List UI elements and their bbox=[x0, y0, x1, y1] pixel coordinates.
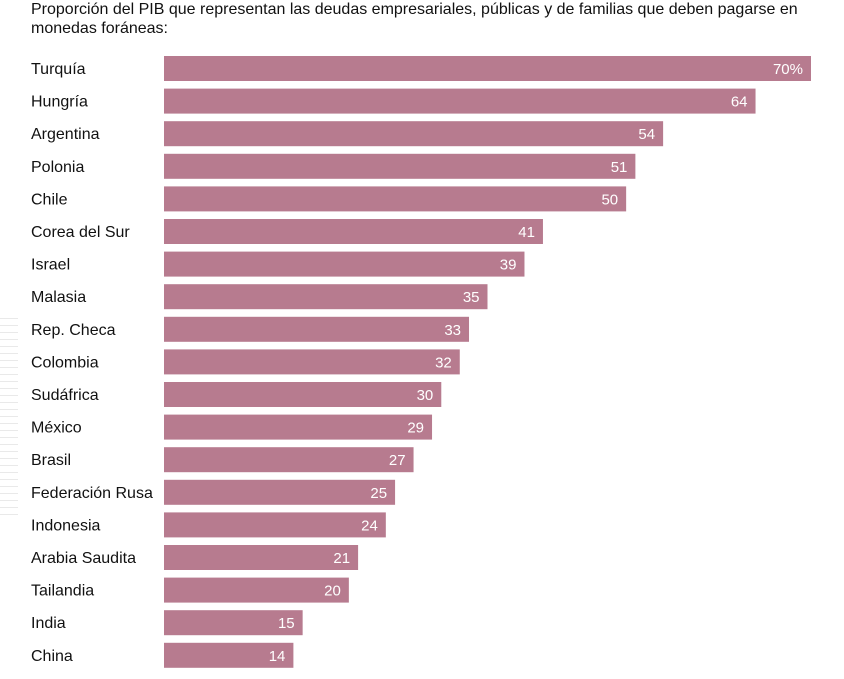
bar-india bbox=[164, 610, 303, 636]
value-label-hungria: 64 bbox=[731, 94, 748, 111]
category-label-corea-del-sur: Corea del Sur bbox=[31, 224, 130, 241]
value-label-china: 14 bbox=[269, 648, 286, 665]
value-label-turquia: 70% bbox=[773, 61, 803, 78]
bar-china bbox=[164, 642, 294, 668]
value-label-tailandia: 20 bbox=[324, 583, 341, 600]
bars-layer: Turquía 70% Hungría 64 Argentina 54 Polonia 51 C… bbox=[31, 56, 811, 668]
category-label-indonesia: Indonesia bbox=[31, 517, 100, 534]
category-label-hungria: Hungría bbox=[31, 94, 88, 111]
category-label-sudafrica: Sudáfrica bbox=[31, 387, 99, 404]
bar-malasia bbox=[164, 284, 488, 310]
value-label-federacion-rusa: 25 bbox=[370, 485, 387, 502]
background-article-fragment bbox=[0, 0, 30, 679]
value-label-colombia: 32 bbox=[435, 354, 452, 371]
value-label-israel: 39 bbox=[500, 257, 517, 274]
category-label-federacion-rusa: Federación Rusa bbox=[31, 485, 153, 502]
category-label-tailandia: Tailandia bbox=[31, 583, 94, 600]
value-label-indonesia: 24 bbox=[361, 517, 378, 534]
bar-turquia bbox=[164, 56, 811, 81]
bar-mexico bbox=[164, 414, 433, 440]
value-label-chile: 50 bbox=[601, 191, 618, 208]
bar-brasil bbox=[164, 447, 414, 473]
category-label-turquia: Turquía bbox=[31, 61, 86, 78]
value-label-sudafrica: 30 bbox=[417, 387, 434, 404]
bar-sudafrica bbox=[164, 382, 442, 407]
category-label-rep-checa: Rep. Checa bbox=[31, 322, 116, 339]
category-label-israel: Israel bbox=[31, 257, 70, 274]
value-label-mexico: 29 bbox=[407, 420, 424, 437]
background-lines bbox=[0, 318, 18, 518]
value-label-argentina: 54 bbox=[638, 126, 655, 143]
category-label-arabia-saudita: Arabia Saudita bbox=[31, 550, 136, 567]
bar-arabia-saudita bbox=[164, 545, 359, 570]
category-label-india: India bbox=[31, 615, 66, 632]
value-label-rep-checa: 33 bbox=[444, 322, 461, 339]
category-label-brasil: Brasil bbox=[31, 452, 71, 469]
bar-corea-del-sur bbox=[164, 219, 543, 244]
bar-federacion-rusa bbox=[164, 479, 396, 505]
value-label-malasia: 35 bbox=[463, 289, 480, 306]
value-label-corea-del-sur: 41 bbox=[518, 224, 535, 241]
bar-rep-checa bbox=[164, 316, 470, 342]
value-label-india: 15 bbox=[278, 615, 295, 632]
bar-colombia bbox=[164, 349, 460, 375]
category-label-polonia: Polonia bbox=[31, 159, 84, 176]
bar-argentina bbox=[164, 121, 664, 147]
bar-israel bbox=[164, 251, 525, 277]
bar-hungria bbox=[164, 88, 756, 114]
category-label-argentina: Argentina bbox=[31, 126, 100, 143]
chart-title: Proporción del PIB que representan las d… bbox=[31, 1, 798, 37]
bar-chile bbox=[164, 186, 627, 212]
category-label-chile: Chile bbox=[31, 191, 68, 208]
bar-tailandia bbox=[164, 577, 349, 603]
category-label-colombia: Colombia bbox=[31, 354, 99, 371]
category-label-malasia: Malasia bbox=[31, 289, 86, 306]
value-label-arabia-saudita: 21 bbox=[333, 550, 350, 567]
value-label-brasil: 27 bbox=[389, 452, 406, 469]
value-label-polonia: 51 bbox=[611, 159, 628, 176]
category-label-china: China bbox=[31, 648, 73, 665]
bar-indonesia bbox=[164, 512, 386, 538]
category-label-mexico: México bbox=[31, 420, 82, 437]
bar-polonia bbox=[164, 153, 636, 179]
